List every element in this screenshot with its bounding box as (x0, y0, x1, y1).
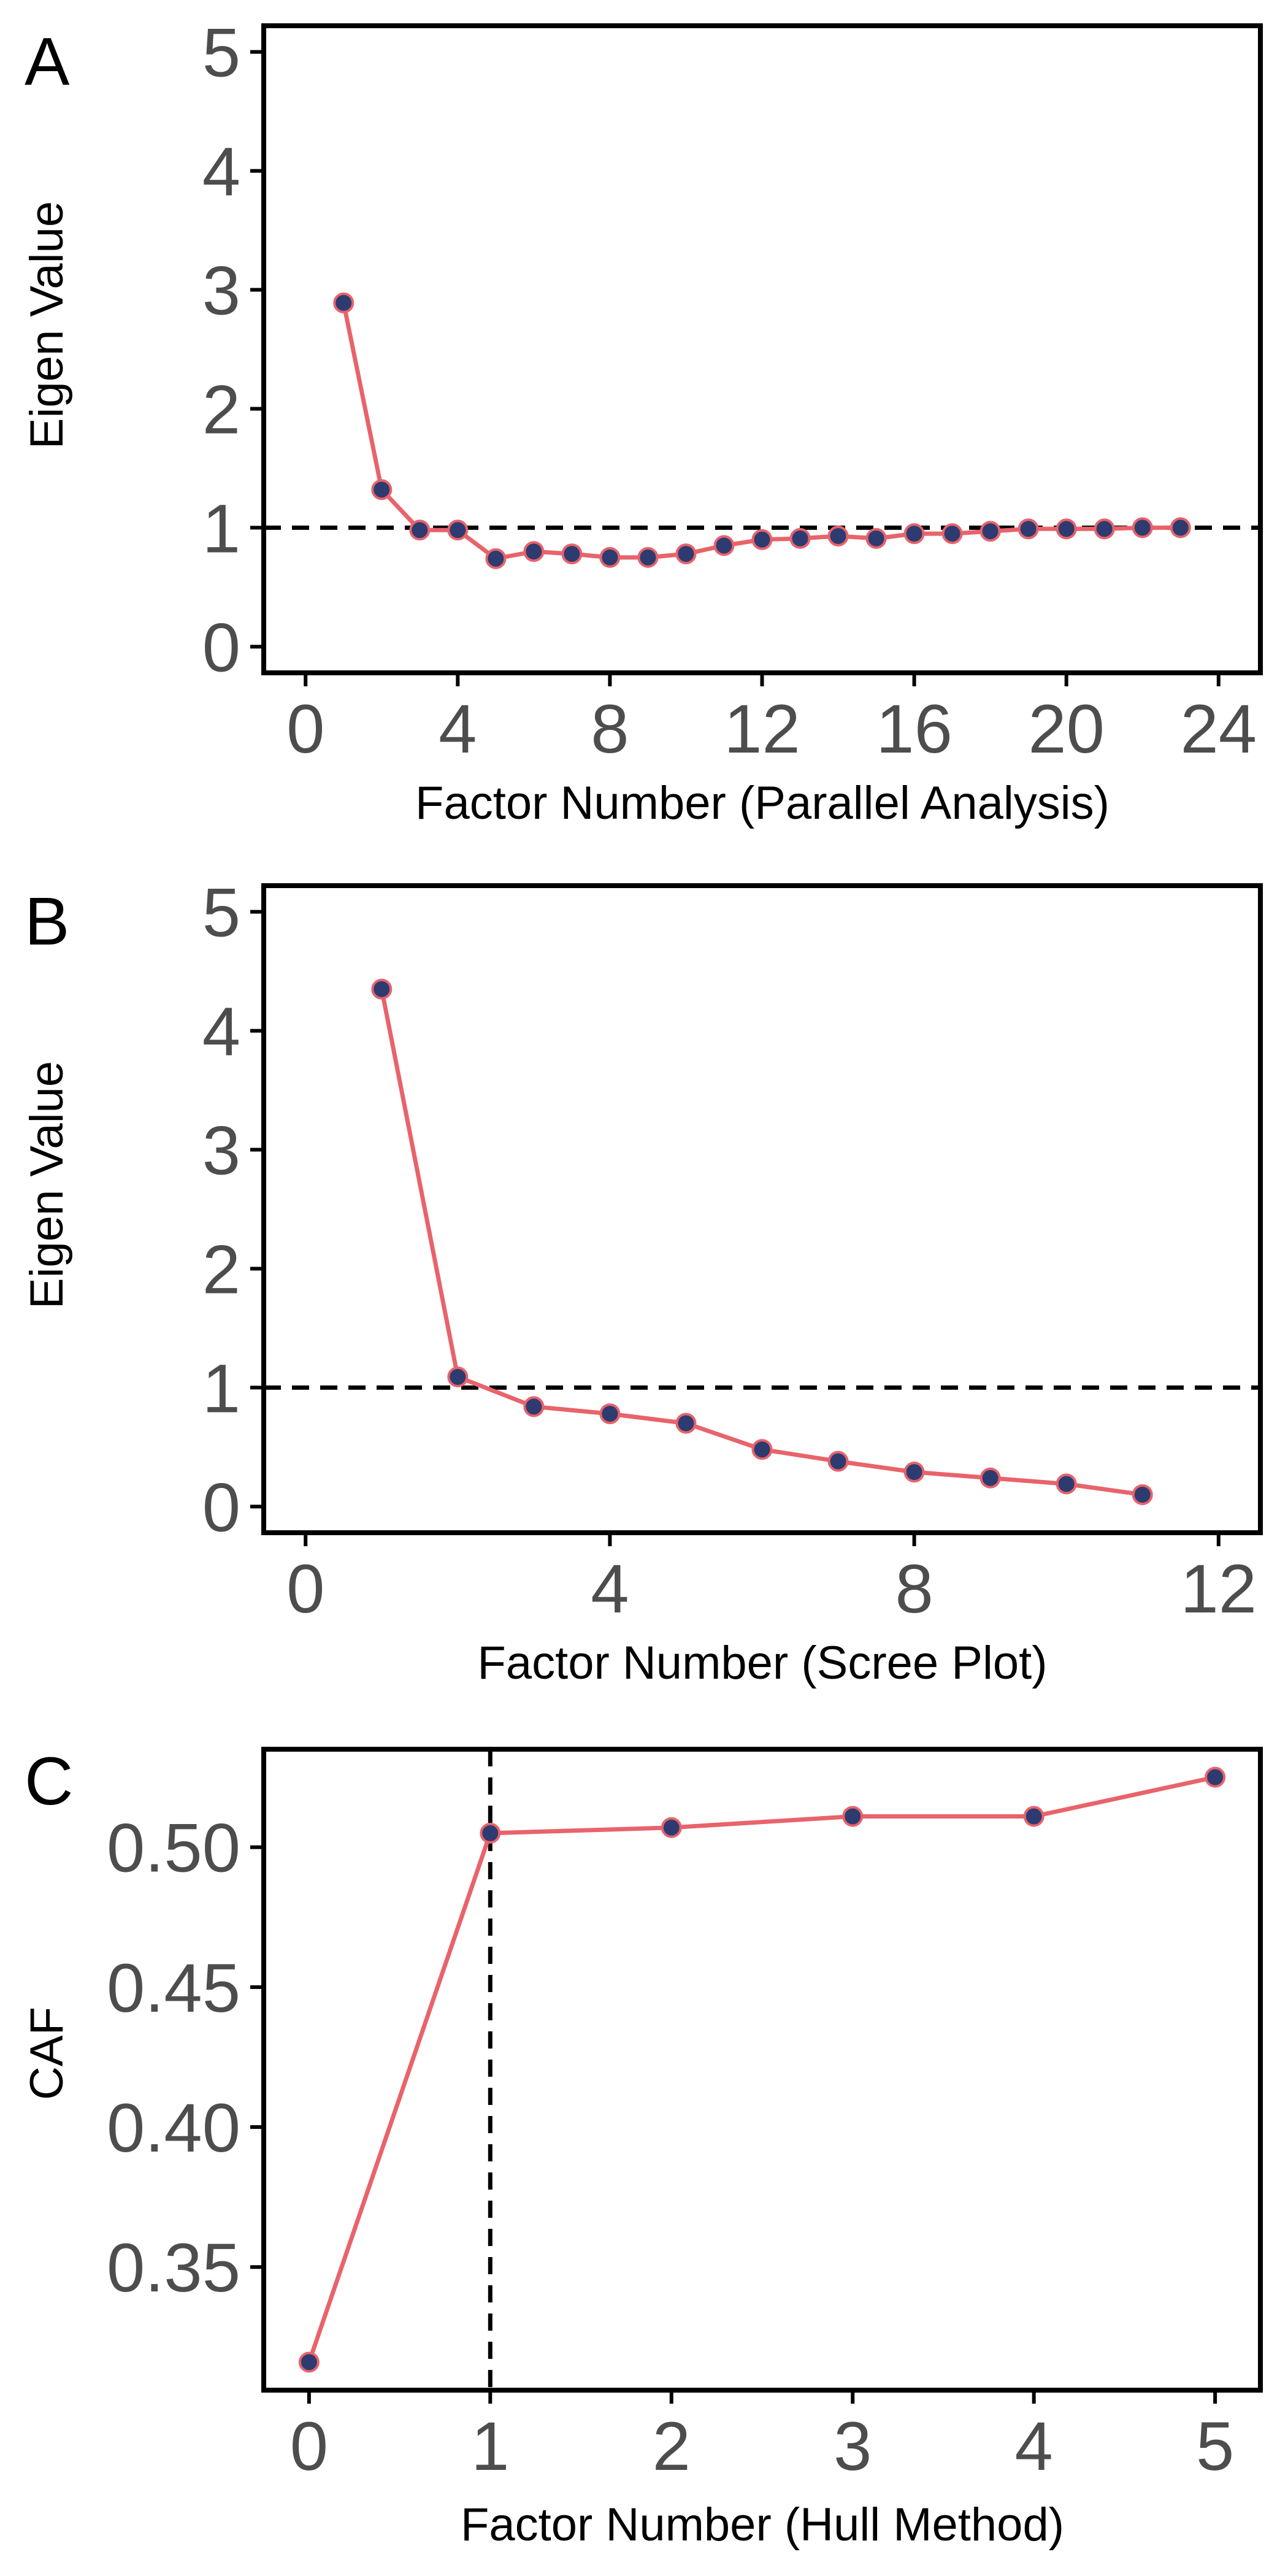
panel-a-letter: A (25, 24, 70, 99)
panel-b-y-tick-label: 1 (202, 1350, 240, 1427)
panel-b-x-tick-label: 0 (286, 1551, 324, 1627)
panel-a-y-axis-title: Eigen Value (21, 201, 73, 449)
panel-a-data-point (409, 519, 431, 541)
panel-b-data-point (447, 1366, 469, 1387)
panel-a-y-tick-label: 4 (202, 134, 240, 210)
panel-b-y-axis-title: Eigen Value (21, 1061, 73, 1309)
panel-b-frame (261, 883, 1263, 1535)
panel-a-y-tick-label: 3 (202, 253, 240, 329)
panel-b-y-tick-label: 4 (202, 994, 240, 1070)
panel-a-data-point (713, 535, 735, 556)
panel-c-series-line (307, 1775, 1216, 2363)
panel-c-y-tick-label: 0.50 (107, 1810, 240, 1887)
panel-a-data-point (371, 479, 393, 500)
panel-a: A Eigen Value Factor Number (Parallel An… (21, 15, 1263, 829)
panel-a-data-point (789, 527, 811, 549)
panel-a-x-tick-label: 8 (591, 691, 629, 767)
panel-c-y-tick-label: 0.35 (107, 2229, 240, 2306)
panel-b-data-point (903, 1462, 925, 1483)
panel-c-data-point (1023, 1806, 1045, 1827)
panel-a-x-tick-label: 4 (439, 691, 477, 767)
panel-c-x-tick-label: 5 (1196, 2408, 1234, 2485)
panel-b-data-point (523, 1396, 545, 1417)
panel-b-data-point (827, 1451, 849, 1472)
panel-c-x-tick-label: 3 (834, 2408, 872, 2485)
panel-b-y-tick-label: 0 (202, 1469, 240, 1546)
panel-a-data-point (599, 546, 621, 568)
panel-c-x-axis-title: Factor Number (Hull Method) (461, 2499, 1064, 2551)
panel-a-data-point (523, 541, 545, 562)
panel-a-data-point (1056, 518, 1077, 540)
panel-a-data-point (447, 519, 469, 541)
panel-a-y-tick-label: 0 (202, 609, 240, 686)
panel-c-x-tick-label: 0 (290, 2408, 328, 2485)
panel-c-x-tick-label: 2 (653, 2408, 691, 2485)
panel-a-data-point (979, 521, 1001, 542)
panel-a-y-tick-label: 2 (202, 371, 240, 448)
panel-b-y-tick-label: 3 (202, 1113, 240, 1189)
panel-a-data-point (1132, 517, 1153, 539)
panel-c-x-tick-label: 1 (471, 2408, 509, 2485)
panel-c-data-point (298, 2352, 320, 2373)
panel-b-y-tick-label: 5 (202, 875, 240, 951)
panel-b-x-tick-label: 12 (1180, 1551, 1257, 1627)
panel-a-data-point (637, 546, 659, 568)
panel-c-data-point (661, 1817, 682, 1838)
panel-a-x-tick-label: 12 (724, 691, 800, 767)
panel-c-letter: C (25, 1744, 73, 1819)
panel-b-data-point (979, 1467, 1001, 1489)
panel-a-x-tick-label: 0 (286, 691, 324, 767)
panel-b-data-point (1132, 1484, 1153, 1505)
panel-a-data-point (1094, 518, 1115, 540)
panel-b-y-tick-label: 2 (202, 1231, 240, 1308)
panel-b: B Eigen Value Factor Number (Scree Plot)… (21, 875, 1263, 1689)
panel-a-y-tick-label: 5 (202, 15, 240, 91)
panel-b-data-point (371, 978, 393, 1000)
panel-b-data-point (751, 1439, 773, 1460)
panel-a-data-point (827, 525, 849, 546)
panel-c-y-tick-label: 0.40 (107, 2090, 240, 2166)
panel-b-data-point (675, 1413, 697, 1434)
panel-c-data-point (842, 1806, 864, 1827)
panel-a-data-point (333, 292, 355, 313)
panel-b-data-point (599, 1403, 621, 1425)
panel-a-data-point (865, 527, 887, 549)
panel-c-y-tick-label: 0.45 (107, 1950, 240, 2026)
panel-c-plot: 0 1 2 3 4 5 0.35 0.40 0.45 0.50 (107, 1747, 1263, 2485)
panel-c-data-point (480, 1822, 501, 1844)
panel-a-data-point (751, 529, 773, 550)
panel-a-x-axis-title: Factor Number (Parallel Analysis) (415, 777, 1110, 829)
panel-a-data-point (485, 548, 507, 569)
panel-b-x-tick-label: 4 (591, 1551, 629, 1627)
panel-a-data-point (1170, 517, 1191, 539)
panel-a-x-tick-label: 24 (1180, 691, 1257, 767)
panel-a-y-tick-label: 1 (202, 490, 240, 567)
panel-c: C CAF Factor Number (Hull Method) 0 1 2 3 4 5… (21, 1744, 1263, 2551)
panel-a-data-point (941, 523, 963, 545)
panel-a-x-tick-label: 20 (1028, 691, 1105, 767)
panel-a-data-point (561, 543, 583, 565)
panel-a-x-tick-label: 16 (876, 691, 953, 767)
panel-b-x-tick-label: 8 (895, 1551, 933, 1627)
panel-c-data-point (1205, 1766, 1226, 1788)
panel-b-data-point (1056, 1473, 1077, 1495)
panel-c-x-tick-label: 4 (1015, 2408, 1053, 2485)
panel-b-letter: B (25, 884, 69, 959)
panel-a-data-point (903, 523, 925, 545)
panel-c-frame (261, 1747, 1263, 2393)
panel-a-data-point (675, 543, 697, 565)
panel-c-y-axis-title: CAF (21, 2007, 73, 2100)
panel-a-data-point (1018, 518, 1039, 540)
panel-b-x-axis-title: Factor Number (Scree Plot) (477, 1637, 1047, 1689)
